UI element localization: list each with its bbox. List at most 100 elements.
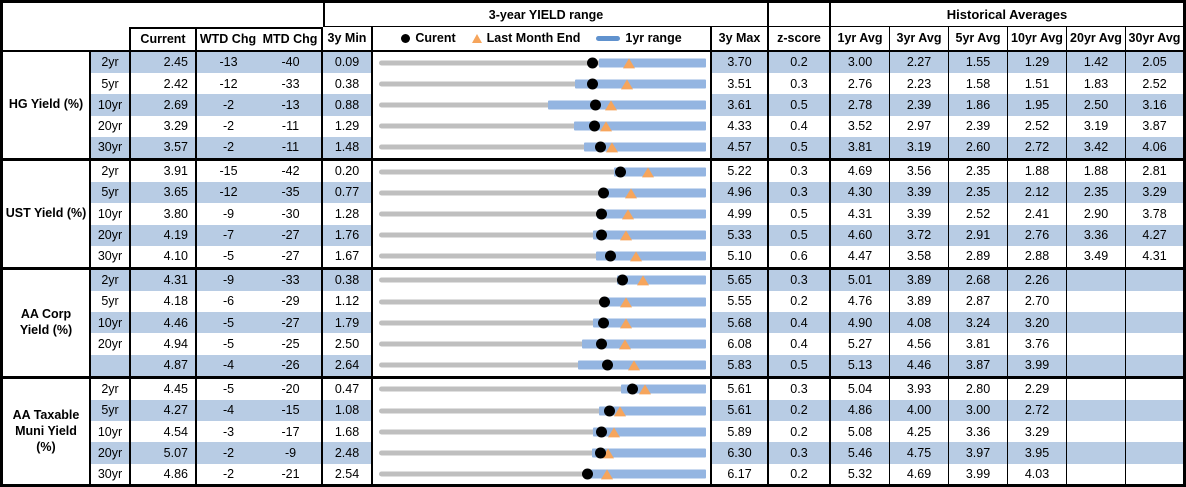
current-marker-dot [596, 338, 608, 350]
cell-wtd-chg: -13 [197, 52, 260, 74]
cell-avg-1yr-avg: 4.47 [831, 245, 890, 267]
section-label: AA Corp Yield (%) [3, 269, 91, 376]
cell-wtd-chg: -6 [222, 294, 235, 309]
cell-avg-20yr-avg: 3.19 [1067, 115, 1126, 137]
range-chart [373, 245, 712, 267]
section-label: AA Taxable Muni Yield (%) [3, 378, 91, 484]
cell-avg-10yr-avg: 3.99 [1008, 354, 1067, 376]
cell-3y-max: 5.10 [712, 245, 769, 267]
cell-avg-3yr-avg: 4.25 [890, 421, 949, 443]
cell-avg-10yr-avg: 1.51 [1008, 73, 1067, 95]
3y-range-track [379, 81, 704, 87]
cell-mtd-chg: -35 [260, 182, 323, 204]
1yr-range-bar [616, 275, 706, 285]
cell-avg-30yr-avg: 3.29 [1126, 182, 1183, 204]
cell-wtd-chg: -2 [197, 94, 260, 116]
last-month-end-marker-triangle [642, 166, 655, 177]
cell-avg-10yr-avg: 2.12 [1008, 182, 1067, 204]
chart-group-title-text: 3-year YIELD range [488, 7, 604, 22]
cell-avg-5yr-avg: 3.87 [949, 354, 1008, 376]
cell-3y-max: 5.65 [712, 269, 769, 292]
cell-3y-min: 0.77 [323, 182, 373, 204]
cell-current: 5.07 [131, 442, 197, 464]
cell-avg-10yr-avg: 1.88 [1008, 160, 1067, 183]
cell-current: 3.80 [131, 203, 197, 225]
cell-tenor: 10yr [91, 312, 131, 334]
cell-wtd-chg: -3 [222, 424, 235, 439]
cell-tenor: 20yr [91, 333, 131, 355]
cell-3y-max: 4.57 [712, 136, 769, 158]
cell-avg-3yr-avg: 3.39 [890, 203, 949, 225]
last-month-end-marker-triangle [638, 384, 651, 395]
cell-tenor: 2yr [91, 269, 131, 292]
col-header-3y-max: 3y Max [712, 27, 769, 50]
range-chart [373, 291, 712, 313]
cell-3y-min: 1.28 [323, 203, 373, 225]
cell-avg-1yr-avg: 5.13 [831, 354, 890, 376]
cell-tenor [91, 354, 131, 376]
cell-wtd-chg: -2 [197, 136, 260, 158]
cell-avg-3yr-avg: 3.19 [890, 136, 949, 158]
cell-avg-1yr-avg: 4.60 [831, 224, 890, 246]
cell-zscore: 0.6 [769, 245, 831, 267]
cell-avg-20yr-avg [1067, 400, 1126, 422]
table-row: 2yr 4.31 -9 -33 0.38 5.65 0.3 5.01 3.89 2.68 2.26 [91, 269, 1183, 292]
cell-avg-1yr-avg: 3.00 [831, 52, 890, 74]
last-month-end-marker-triangle [625, 188, 638, 199]
cell-tenor: 10yr [91, 203, 131, 225]
cell-zscore: 0.2 [769, 52, 831, 74]
cell-3y-min: 2.50 [323, 333, 373, 355]
current-marker-dot [602, 359, 614, 371]
last-month-end-marker-triangle [630, 251, 643, 262]
cell-avg-30yr-avg [1126, 379, 1183, 400]
cell-mtd-chg: -27 [260, 245, 323, 267]
current-marker-dot [587, 57, 599, 69]
current-marker-dot [596, 229, 608, 241]
cell-3y-max: 4.33 [712, 115, 769, 137]
cell-3y-min: 1.12 [323, 291, 373, 313]
cell-3y-min: 2.54 [323, 463, 373, 484]
cell-tenor: 2yr [91, 52, 131, 74]
cell-avg-1yr-avg: 3.52 [831, 115, 890, 137]
1yr-range-bar [596, 209, 706, 219]
cell-tenor: 30yr [91, 245, 131, 267]
cell-current: 4.27 [131, 400, 197, 422]
cell-3y-min: 1.79 [323, 312, 373, 334]
cell-current: 4.31 [131, 269, 197, 292]
cell-3y-max: 5.61 [712, 400, 769, 422]
cell-avg-10yr-avg: 3.76 [1008, 333, 1067, 355]
range-chart [373, 52, 712, 74]
current-marker-dot [595, 447, 607, 459]
current-marker-dot [615, 166, 627, 178]
cell-current: 2.42 [131, 73, 197, 95]
cell-avg-30yr-avg [1126, 400, 1183, 422]
cell-current: 3.91 [131, 160, 197, 183]
cell-avg-20yr-avg: 2.90 [1067, 203, 1126, 225]
cell-current: 4.45 [131, 378, 197, 400]
table-row: 2yr 4.45 -5 -20 0.47 5.61 0.3 5.04 3.93 2.80 2.29 [91, 378, 1183, 400]
cell-avg-30yr-avg [1126, 312, 1183, 334]
section-rows: 2yr 4.45 -5 -20 0.47 5.61 0.3 5.04 3.93 2.80 2.29 5… [91, 378, 1183, 484]
cell-avg-1yr-avg: 5.46 [831, 442, 890, 464]
cell-avg-5yr-avg: 2.35 [949, 182, 1008, 204]
section-rows: 2yr 2.45 -13 -40 0.09 3.70 0.2 3.00 2.27 1.55 1.29… [91, 52, 1183, 158]
cell-avg-3yr-avg: 3.56 [890, 160, 949, 183]
cell-avg-20yr-avg [1067, 421, 1126, 443]
cell-avg-3yr-avg: 4.08 [890, 312, 949, 334]
table-row: 4.87 -4 -26 2.64 5.83 0.5 5.13 4.46 3.87 3.99 [91, 354, 1183, 376]
1yr-range-bar [602, 188, 706, 198]
cell-avg-20yr-avg: 3.42 [1067, 136, 1126, 158]
cell-3y-max: 5.83 [712, 354, 769, 376]
cell-3y-min: 2.64 [323, 354, 373, 376]
cell-avg-10yr-avg: 4.03 [1008, 463, 1067, 484]
section-label: HG Yield (%) [3, 52, 91, 158]
cell-3y-min: 0.20 [323, 160, 373, 183]
range-chart [373, 333, 712, 355]
1yr-range-bar [596, 251, 706, 261]
cell-3y-max: 5.68 [712, 312, 769, 334]
range-chart [373, 312, 712, 334]
cell-avg-5yr-avg: 3.24 [949, 312, 1008, 334]
1yr-range-bar [601, 297, 706, 307]
cell-wtd-chg: -5 [222, 382, 235, 397]
cell-avg-1yr-avg: 3.81 [831, 136, 890, 158]
